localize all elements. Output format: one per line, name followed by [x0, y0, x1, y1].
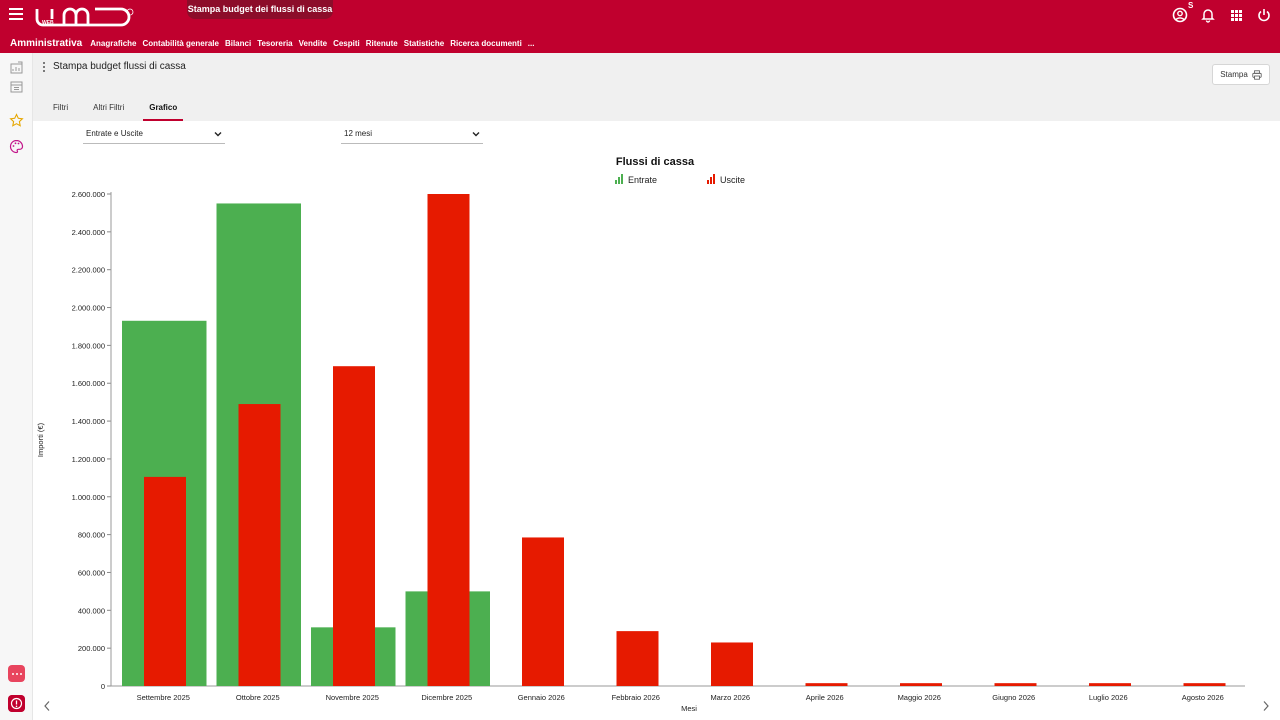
bar-uscite [994, 683, 1037, 686]
y-tick-label: 1.600.000 [72, 379, 105, 388]
x-tick-label: Maggio 2026 [898, 693, 941, 702]
chart-title: Flussi di cassa [616, 156, 695, 168]
user-account-icon[interactable] [1172, 7, 1188, 23]
palette-icon[interactable] [9, 139, 24, 154]
y-tick-label: 1.800.000 [72, 341, 105, 350]
menu-item-tesoreria[interactable]: Tesoreria [257, 38, 293, 48]
menu-item-vendite[interactable]: Vendite [298, 38, 328, 48]
page-header: Stampa budget flussi di cassa Stampa Fil… [33, 53, 1280, 121]
legend-bar-icon [618, 177, 620, 184]
chevron-right-icon[interactable] [1261, 700, 1271, 712]
period-select-value: 12 mesi [344, 129, 373, 138]
bar-uscite [144, 476, 186, 686]
legend-bar-icon [707, 180, 709, 184]
y-tick-label: 2.400.000 [72, 228, 105, 237]
power-icon[interactable] [1256, 7, 1272, 23]
bar-uscite [427, 194, 470, 686]
bell-icon[interactable] [1200, 7, 1216, 23]
svg-text:WEB: WEB [42, 20, 54, 26]
menu-item-more[interactable]: ... [527, 38, 535, 48]
x-tick-label: Ottobre 2025 [236, 693, 280, 702]
menu-item-bilanci[interactable]: Bilanci [224, 38, 252, 48]
chevron-down-icon [214, 132, 222, 137]
bar-uscite [616, 631, 659, 686]
cash-flow-chart: Flussi di cassa Entrate Uscite 0 200.000 400.… [33, 150, 1280, 720]
chart-doc-icon[interactable] [9, 60, 24, 75]
bar-uscite [333, 366, 375, 686]
bar-uscite [1089, 683, 1131, 686]
printer-icon [1252, 69, 1262, 80]
bar-uscite [805, 683, 848, 686]
x-tick-label: Agosto 2026 [1182, 693, 1224, 702]
period-select[interactable]: 12 mesi [341, 124, 483, 144]
module-amministrativa[interactable]: Amministrativa [10, 37, 83, 49]
tab-grafico[interactable]: Grafico [143, 97, 184, 121]
menu-item-anagrafiche[interactable]: Anagrafiche [90, 38, 137, 48]
menu-item-cespiti[interactable]: Cespiti [333, 38, 360, 48]
calendar-icon[interactable] [9, 79, 24, 94]
legend-bar-icon [710, 177, 712, 184]
legend-bar-icon [615, 180, 617, 184]
y-tick-label: 1.400.000 [72, 417, 105, 426]
legend-label-uscite: Uscite [720, 175, 745, 185]
print-button-label: Stampa [1220, 70, 1248, 79]
tab-altri-filtri[interactable]: Altri Filtri [93, 103, 125, 112]
chart-svg: Flussi di cassa Entrate Uscite 0 200.000 400.… [36, 156, 1245, 713]
apps-grid-icon[interactable] [1228, 7, 1244, 23]
x-tick-label: Dicembre 2025 [421, 693, 472, 702]
y-tick-label: 800.000 [78, 531, 105, 540]
bar-uscite [1183, 683, 1226, 686]
y-tick-label: 0 [101, 682, 105, 691]
top-bar: WEB Stampa budget dei flussi di cassa S [0, 0, 1280, 33]
legend-bar-icon [713, 174, 715, 184]
y-tick-label: 2.000.000 [72, 304, 105, 313]
user-badge: S [1188, 1, 1194, 10]
y-tick-label: 600.000 [78, 568, 105, 577]
bar-uscite [522, 537, 564, 686]
bar-uscite [238, 404, 281, 686]
kebab-menu-icon[interactable] [42, 62, 46, 72]
menu-item-ritenute[interactable]: Ritenute [365, 38, 398, 48]
menu-item-statistiche[interactable]: Statistiche [403, 38, 445, 48]
y-tick-label: 1.000.000 [72, 493, 105, 502]
open-document-tab[interactable]: Stampa budget dei flussi di cassa [187, 0, 333, 19]
y-tick-label: 400.000 [78, 606, 105, 615]
chevron-left-icon[interactable] [42, 700, 52, 712]
legend-bar-icon [621, 174, 623, 184]
hamburger-menu-icon[interactable] [9, 8, 23, 22]
x-axis-label: Mesi [681, 704, 697, 713]
x-tick-label: Marzo 2026 [710, 693, 750, 702]
menu-item-ricerca-documenti[interactable]: Ricerca documenti [450, 38, 522, 48]
umo-web-logo[interactable]: WEB [34, 5, 134, 29]
y-tick-label: 2.200.000 [72, 266, 105, 275]
print-button[interactable]: Stampa [1212, 64, 1270, 85]
left-rail [0, 53, 33, 720]
bar-uscite [711, 642, 753, 686]
chevron-down-icon [472, 132, 480, 137]
bar-uscite [900, 683, 942, 686]
star-icon[interactable] [9, 113, 24, 128]
flow-type-select[interactable]: Entrate e Uscite [83, 124, 225, 144]
x-tick-label: Luglio 2026 [1089, 693, 1128, 702]
x-tick-label: Giugno 2026 [992, 693, 1035, 702]
x-tick-label: Aprile 2026 [806, 693, 844, 702]
info-icon[interactable] [8, 695, 25, 712]
chat-icon[interactable] [8, 665, 25, 682]
menu-item-contabilita-generale[interactable]: Contabilità generale [142, 38, 219, 48]
y-tick-label: 2.600.000 [72, 190, 105, 199]
x-tick-label: Gennaio 2026 [518, 693, 565, 702]
y-tick-label: 200.000 [78, 644, 105, 653]
tab-filtri[interactable]: Filtri [53, 103, 69, 112]
y-axis-label: Importi (€) [36, 422, 45, 457]
module-menubar: Amministrativa Anagrafiche Contabilità g… [0, 33, 1280, 53]
tab-bar: Filtri Altri Filtri Grafico [47, 97, 196, 121]
x-tick-label: Novembre 2025 [326, 693, 379, 702]
x-tick-label: Febbraio 2026 [612, 693, 660, 702]
flow-type-select-value: Entrate e Uscite [86, 129, 143, 138]
y-tick-label: 1.200.000 [72, 455, 105, 464]
legend-label-entrate: Entrate [628, 175, 657, 185]
x-tick-label: Settembre 2025 [137, 693, 190, 702]
page-title: Stampa budget flussi di cassa [53, 61, 186, 72]
